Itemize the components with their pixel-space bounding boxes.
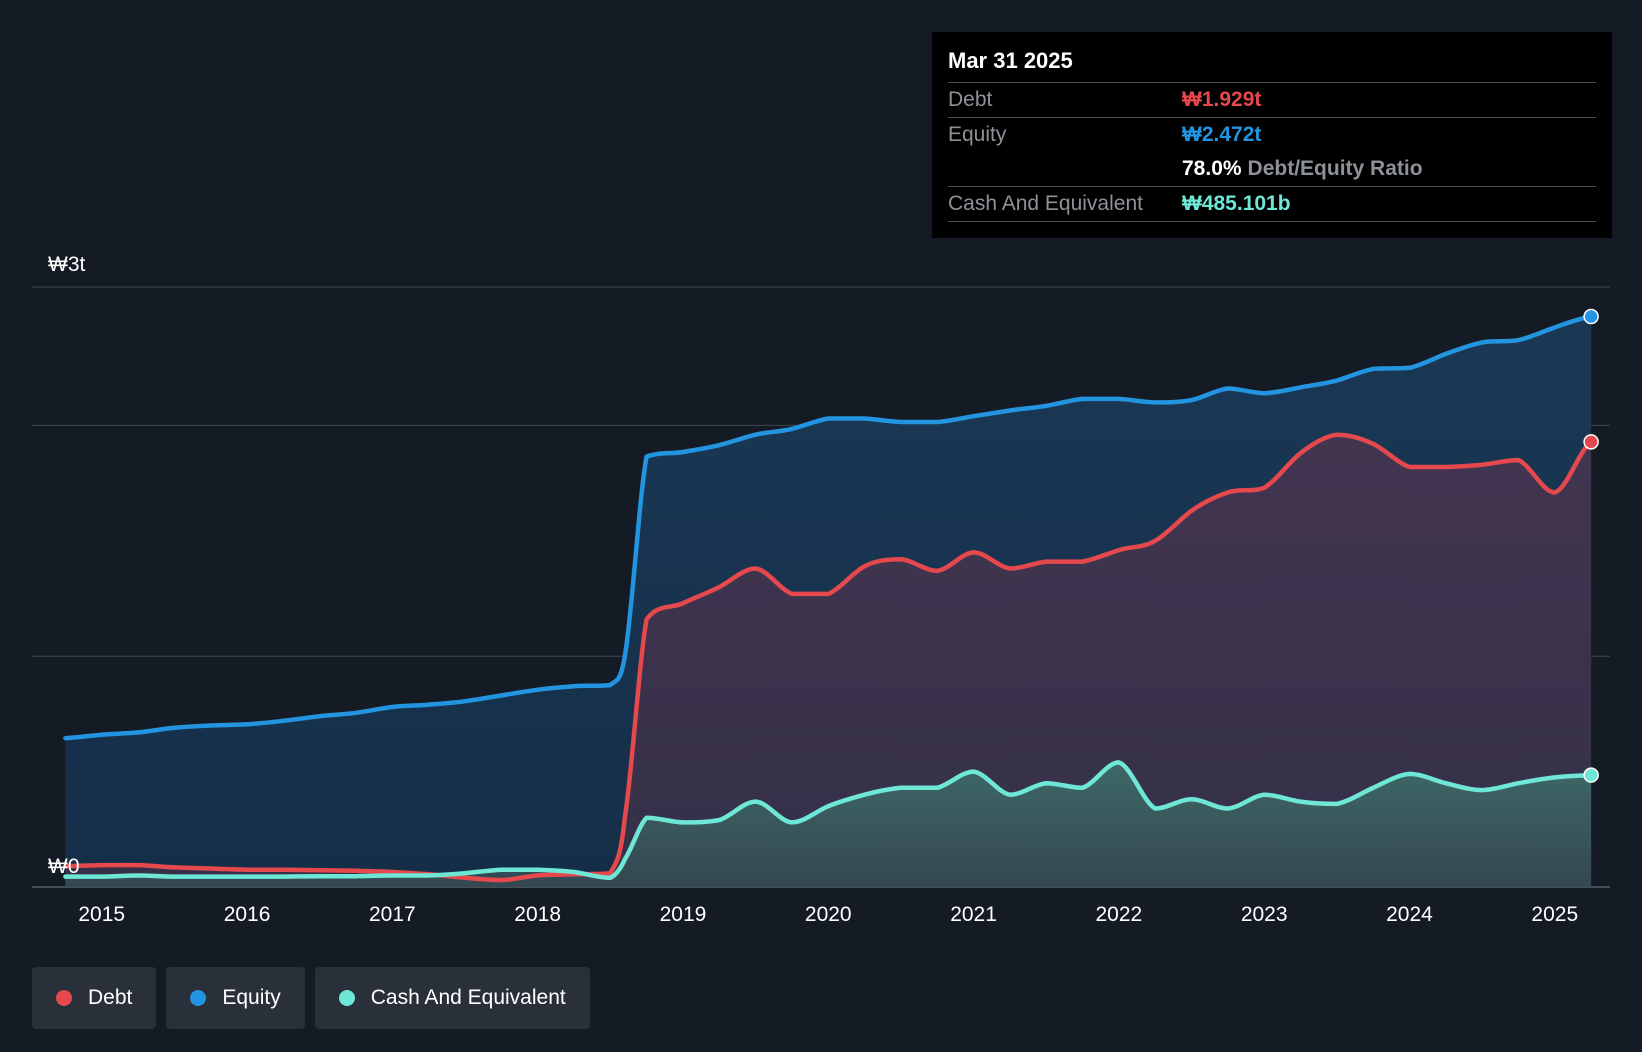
- legend-item-equity[interactable]: Equity: [166, 967, 305, 1029]
- x-tick-2022: 2022: [1096, 903, 1143, 926]
- tooltip-date: Mar 31 2025: [948, 46, 1596, 83]
- cash-dot-icon: [338, 990, 355, 1006]
- tooltip-ratio-row: 78.0% Debt/Equity Ratio: [948, 152, 1596, 187]
- x-tick-2020: 2020: [805, 903, 852, 926]
- y-tick-0: ₩3t: [48, 253, 86, 276]
- tooltip-ratio-label: Debt/Equity Ratio: [1247, 157, 1423, 180]
- x-tick-2015: 2015: [78, 903, 125, 926]
- y-tick-1: ₩0: [48, 855, 80, 878]
- endpoint-debt: [1583, 434, 1599, 450]
- series-areas: [65, 316, 1592, 887]
- legend: Debt Equity Cash And Equivalent: [32, 967, 590, 1029]
- area-cash: [65, 762, 1592, 887]
- tooltip-debt-label: Debt: [948, 88, 993, 111]
- tooltip-cash-row: Cash And Equivalent ₩485.101b: [948, 187, 1596, 222]
- legend-item-cash[interactable]: Cash And Equivalent: [314, 967, 590, 1029]
- x-tick-2021: 2021: [950, 903, 997, 926]
- tooltip: Mar 31 2025 Debt ₩1.929t Equity ₩2.472t …: [932, 32, 1612, 238]
- tooltip-debt-value: ₩1.929t: [1182, 88, 1262, 111]
- x-tick-2024: 2024: [1386, 903, 1433, 926]
- x-axis-ticks: 2015 2016 2017 2018 2019 2020 2021 2022 2023 2024…: [78, 903, 1578, 926]
- x-tick-2018: 2018: [514, 903, 561, 926]
- legend-label-debt: Debt: [88, 986, 133, 1009]
- legend-item-debt[interactable]: Debt: [32, 967, 157, 1029]
- endpoint-equity: [1583, 308, 1599, 325]
- tooltip-equity-row: Equity ₩2.472t: [948, 118, 1596, 152]
- x-tick-2019: 2019: [660, 903, 707, 926]
- line-cash: [63, 760, 1594, 881]
- equity-dot-icon: [190, 990, 207, 1006]
- tooltip-equity-label: Equity: [948, 123, 1007, 146]
- tooltip-cash-value: ₩485.101b: [1182, 192, 1291, 215]
- line-equity: [63, 314, 1594, 741]
- x-tick-2017: 2017: [369, 903, 416, 926]
- x-tick-2025: 2025: [1531, 903, 1578, 926]
- legend-label-equity: Equity: [222, 986, 281, 1009]
- legend-label-cash: Cash And Equivalent: [370, 986, 566, 1009]
- area-debt: [65, 434, 1592, 887]
- series-endpoints: [1583, 308, 1599, 783]
- tooltip-equity-value: ₩2.472t: [1182, 123, 1262, 146]
- endpoint-cash: [1583, 767, 1599, 783]
- tooltip-ratio-value: 78.0%: [1182, 157, 1242, 180]
- tooltip-debt-row: Debt ₩1.929t: [948, 83, 1596, 118]
- debt-dot-icon: [56, 990, 72, 1006]
- x-tick-2023: 2023: [1241, 903, 1288, 926]
- series-lines: [63, 314, 1594, 883]
- x-tick-2016: 2016: [224, 903, 271, 926]
- y-axis-ticks: ₩3t ₩0: [48, 253, 86, 878]
- line-debt: [63, 432, 1594, 883]
- tooltip-cash-label: Cash And Equivalent: [948, 192, 1143, 215]
